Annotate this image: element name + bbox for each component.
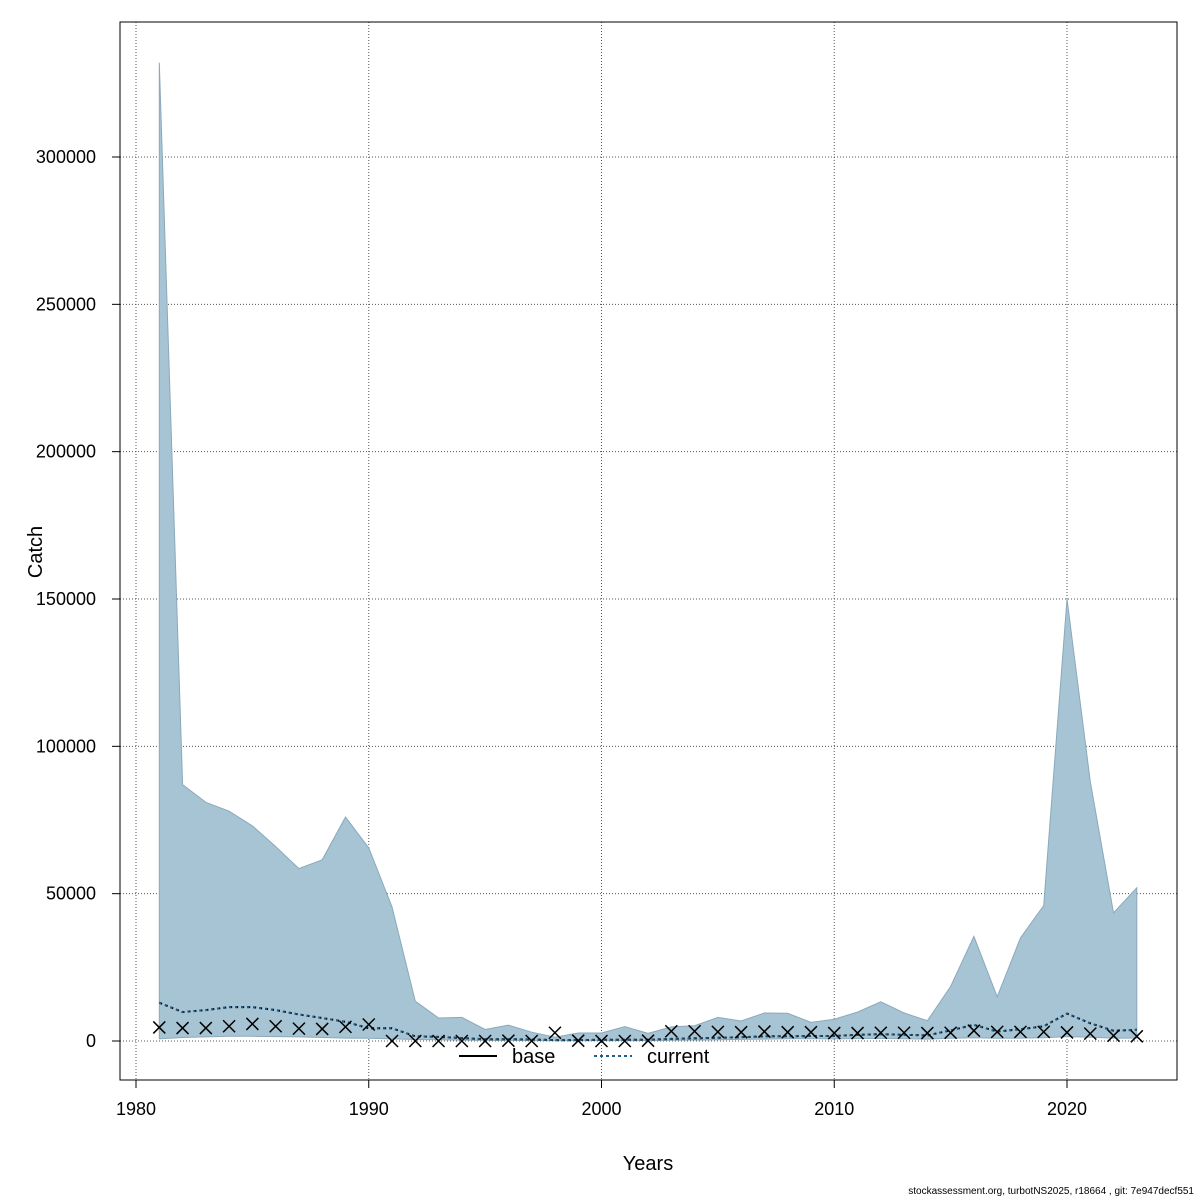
observed-point	[897, 1026, 911, 1040]
x-axis-title: Years	[623, 1153, 673, 1175]
y-tick-label: 200000	[36, 442, 96, 462]
observed-point	[362, 1017, 376, 1032]
observed-point	[292, 1022, 306, 1036]
observed-point	[501, 1034, 515, 1048]
observed-point	[525, 1034, 539, 1048]
observed-point	[1060, 1025, 1074, 1039]
observed-point	[315, 1022, 329, 1036]
x-tick-label: 2020	[1047, 1099, 1087, 1119]
observed-point	[757, 1025, 771, 1039]
observed-point	[967, 1024, 981, 1038]
x-tick-label: 2010	[814, 1099, 854, 1119]
y-tick-label: 100000	[36, 736, 96, 756]
observed-point	[688, 1024, 702, 1038]
plot-frame	[119, 21, 1178, 1081]
confidence-band	[158, 62, 1138, 1042]
observed-point	[850, 1026, 865, 1040]
y-tick-label: 300000	[36, 147, 96, 167]
y-tick-label: 250000	[36, 294, 96, 314]
observed-point	[664, 1024, 678, 1038]
observed-point	[245, 1017, 259, 1031]
observed-point	[990, 1025, 1004, 1039]
observed-point	[804, 1025, 818, 1039]
x-tick-label: 2000	[581, 1099, 621, 1119]
observed-point	[711, 1025, 725, 1039]
observed-point	[199, 1021, 213, 1035]
axes: 1980 1990 2000 2010 2020 0 50000 100000 150000 20…	[36, 147, 1087, 1119]
observed-point	[781, 1025, 795, 1039]
observed-point	[269, 1019, 283, 1033]
footer-credit: stockassessment.org, turbotNS2025, r1866…	[908, 1186, 1194, 1197]
observed-point	[874, 1026, 888, 1040]
observed-point	[944, 1026, 958, 1040]
observed-point	[152, 1020, 166, 1034]
observed-point	[641, 1034, 655, 1048]
observed-point	[338, 1020, 353, 1034]
observed-catch-points	[152, 1017, 1144, 1048]
confidence-band-area	[158, 62, 1138, 1042]
observed-point	[827, 1026, 841, 1040]
observed-point	[1037, 1025, 1051, 1039]
x-tick-label: 1980	[116, 1099, 156, 1119]
observed-point	[571, 1034, 585, 1048]
observed-point	[176, 1021, 190, 1035]
observed-point	[432, 1034, 446, 1048]
observed-point	[222, 1019, 236, 1033]
x-tick-label: 1990	[349, 1099, 389, 1119]
observed-point	[408, 1034, 422, 1048]
observed-point	[920, 1026, 934, 1040]
observed-point	[1130, 1029, 1144, 1043]
y-tick-label: 0	[86, 1031, 96, 1051]
observed-point	[618, 1034, 632, 1048]
observed-point	[594, 1034, 609, 1048]
y-axis-title: Catch	[25, 526, 47, 578]
observed-point	[478, 1034, 492, 1048]
observed-point	[548, 1026, 562, 1040]
observed-point	[455, 1034, 469, 1048]
observed-point	[385, 1034, 399, 1048]
observed-point	[734, 1025, 748, 1039]
legend: base current	[459, 1046, 710, 1068]
legend-base-label: base	[512, 1046, 555, 1068]
observed-point	[1107, 1029, 1121, 1043]
legend-current-label: current	[647, 1046, 710, 1068]
observed-point	[1083, 1027, 1097, 1041]
observed-point	[1013, 1025, 1027, 1039]
y-tick-label: 150000	[36, 589, 96, 609]
y-tick-label: 50000	[46, 884, 96, 904]
